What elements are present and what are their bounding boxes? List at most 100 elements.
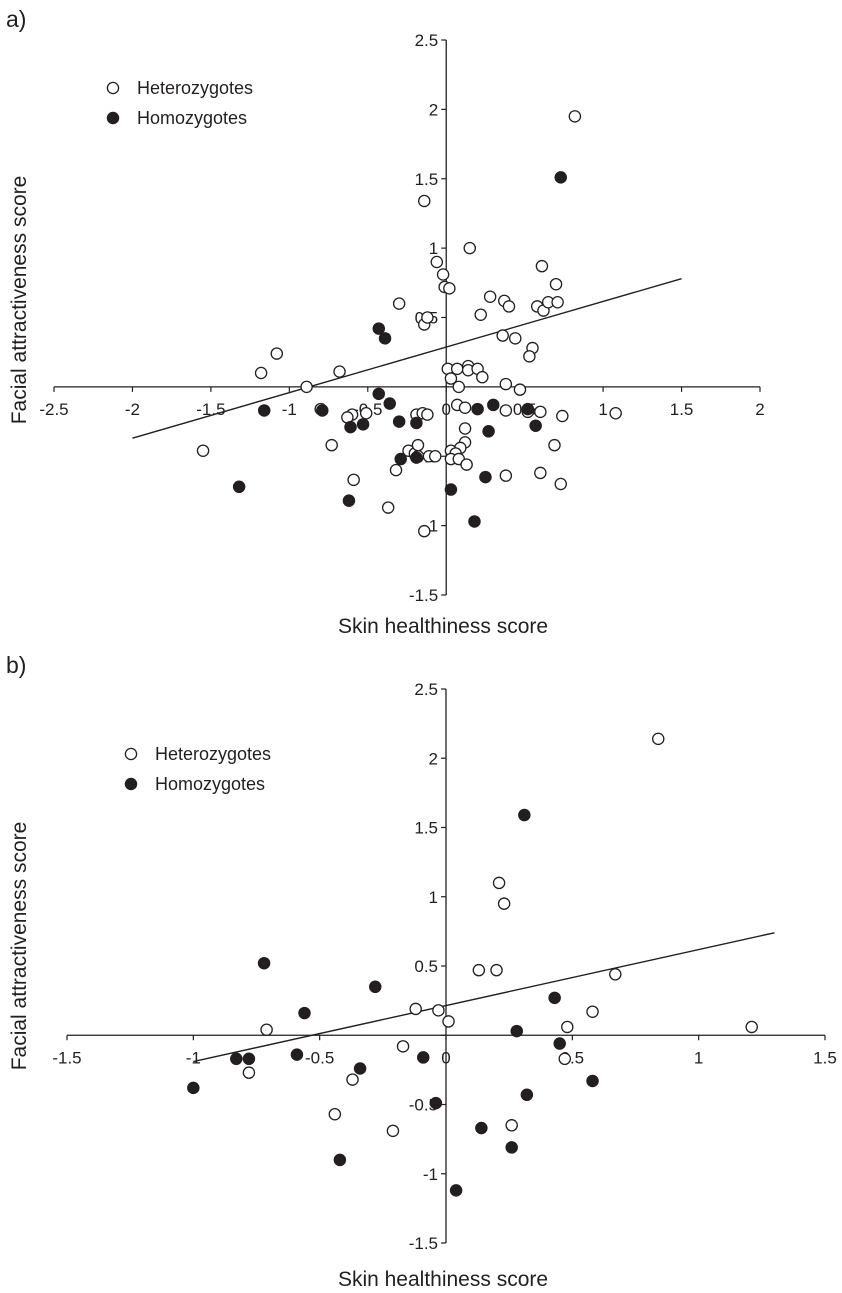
y-tick-label: 0.5	[414, 957, 438, 976]
x-axis-title: Skin healthiness score	[338, 615, 548, 638]
y-tick-label: 2	[429, 749, 438, 768]
heterozygote-point	[551, 295, 564, 309]
heterozygote-point	[535, 259, 549, 273]
legend-label: Heterozygotes	[137, 78, 253, 98]
y-axis-title: Facial attractiveness score	[8, 176, 31, 425]
y-axis-title: Facial attractiveness score	[8, 822, 31, 1071]
heterozygote-point	[502, 300, 516, 313]
heterozygote-point	[328, 1107, 342, 1121]
heterozygote-point	[333, 365, 346, 378]
heterozygote-point	[270, 347, 284, 360]
homozygote-point	[479, 470, 492, 484]
heterozygote-point	[505, 1119, 518, 1132]
homozygote-point	[417, 1051, 430, 1064]
legend-label: Homozygotes	[137, 108, 247, 128]
heterozygote-point	[499, 469, 513, 482]
heterozygote-point	[476, 370, 489, 384]
homozygote-point	[444, 483, 458, 496]
x-tick-label: -2	[125, 400, 140, 419]
y-tick-label: 2	[429, 100, 438, 119]
heterozygote-point	[450, 362, 464, 376]
homozygote-point	[520, 1088, 534, 1102]
heterozygote-point	[568, 110, 582, 123]
legend-marker	[106, 111, 120, 125]
heterozygote-point	[534, 405, 547, 419]
heterozygote-point	[432, 1004, 445, 1017]
homozygote-point	[342, 494, 356, 507]
heterozygote-point	[472, 963, 486, 977]
heterozygote-point	[443, 282, 456, 295]
heterozygote-point	[556, 409, 569, 423]
x-tick-label: 0	[441, 1048, 450, 1067]
heterozygote-point	[452, 380, 466, 394]
y-tick-label: -1.5	[409, 1234, 438, 1253]
heterozygote-point	[254, 366, 268, 380]
homozygote-point	[333, 1153, 347, 1167]
homozygote-point	[548, 991, 561, 1005]
heterozygote-point	[496, 329, 509, 342]
y-tick-label: 1	[429, 888, 438, 907]
homozygote-point	[344, 420, 357, 434]
heterozygote-point	[463, 241, 477, 255]
heterozygote-point	[523, 350, 536, 363]
panel-label: b)	[6, 652, 27, 678]
x-tick-label: 1	[694, 1048, 703, 1067]
x-tick-label: -1	[186, 1048, 201, 1067]
homozygote-point	[475, 1121, 488, 1135]
homozygote-point	[242, 1052, 256, 1066]
homozygote-point	[449, 1184, 463, 1197]
chart-panel-b: b) -1.5 -1 -0.5 0 0.5 1 1.5 2.5 2 1.5 1 0.5 -0.5 -1 -1…	[0, 646, 842, 1292]
homozygote-point	[471, 402, 484, 416]
heterozygote-point	[409, 1002, 422, 1016]
homozygote-point	[468, 515, 481, 528]
heterozygote-point	[421, 408, 434, 421]
homozygote-point	[372, 387, 386, 401]
homozygote-point	[586, 1074, 599, 1088]
y-tick-label: 1	[429, 239, 438, 258]
y-tick-label: 2.5	[415, 31, 439, 50]
homozygote-point	[394, 452, 407, 466]
scatter-plot-a: -2.5-2-1.5-1-0.500.511.522.521.510.5-0.5…	[8, 31, 765, 638]
heterozygote-point	[389, 463, 403, 477]
homozygote-point	[257, 404, 271, 417]
heterozygote-point	[483, 290, 497, 303]
heterozygote-point	[300, 380, 313, 394]
heterozygote-point	[548, 438, 561, 452]
homozygote-point	[392, 415, 406, 428]
heterozygote-point	[586, 1005, 599, 1018]
homozygote-point	[353, 1062, 367, 1075]
trend-line	[132, 277, 682, 439]
chart-panel-a: a) -2.5-2-1.5-1-0.500.511.522.521.510.5-…	[0, 0, 842, 646]
x-tick-label: 1.5	[670, 400, 694, 419]
heterozygote-point	[396, 1040, 410, 1053]
x-tick-label: 2	[755, 400, 764, 419]
y-tick-label: -1	[423, 1165, 438, 1184]
heterozygote-point	[260, 1023, 273, 1036]
homozygote-point	[232, 480, 246, 494]
heterozygote-point	[346, 1073, 359, 1086]
homozygote-point	[510, 1024, 523, 1038]
heterozygote-point	[325, 438, 338, 452]
heterozygote-point	[411, 438, 425, 452]
heterozygote-point	[444, 372, 458, 385]
heterozygote-point	[428, 449, 442, 463]
x-tick-label: 1	[598, 400, 607, 419]
heterozygote-point	[359, 406, 373, 420]
heterozygote-point	[381, 501, 395, 514]
homozygote-point	[553, 1037, 566, 1050]
heterozygote-point	[392, 297, 406, 310]
heterozygote-point	[242, 1066, 256, 1079]
heterozygote-point	[549, 277, 563, 291]
heterozygote-point	[554, 477, 568, 491]
homozygote-point	[482, 425, 495, 438]
heterozygote-point	[458, 401, 472, 414]
homozygote-point	[356, 418, 370, 431]
homozygote-point	[290, 1048, 304, 1061]
legend-marker	[124, 747, 138, 761]
x-axis-title: Skin healthiness score	[338, 1268, 548, 1291]
heterozygote-point	[474, 308, 487, 321]
homozygote-point	[383, 397, 396, 410]
homozygote-point	[372, 322, 386, 335]
legend-label: Homozygotes	[155, 774, 265, 794]
heterozygote-point	[609, 406, 622, 420]
